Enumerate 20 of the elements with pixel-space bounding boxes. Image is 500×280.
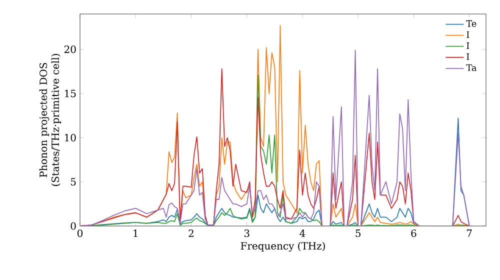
x-tick-label: 0 [77,230,83,238]
y-axis-title: Phonon projected DOS (States/THz·primitive cell) [39,54,61,186]
y-tick-label: 5 [70,178,76,186]
legend-label: Ta [466,64,477,72]
x-tick-label: 4 [300,230,306,237]
x-tick-label: 2 [188,230,194,237]
legend-label: I [466,53,470,60]
x-axis-title: Frequency (THz) [240,242,325,252]
y-tick-label: 0 [70,222,76,230]
legend-label: I [466,31,470,38]
x-tick-label: 7 [466,230,472,237]
legend-label: Te [466,20,476,27]
legend-label: I [466,42,470,49]
x-tick-label: 3 [244,230,250,238]
y-tick-label: 20 [64,46,76,54]
x-tick-label: 1 [134,230,138,237]
x-tick-label: 6 [411,230,416,238]
y-tick-label: 10 [65,134,76,142]
y-tick-label: 15 [65,90,76,98]
x-tick-label: 5 [356,230,360,237]
